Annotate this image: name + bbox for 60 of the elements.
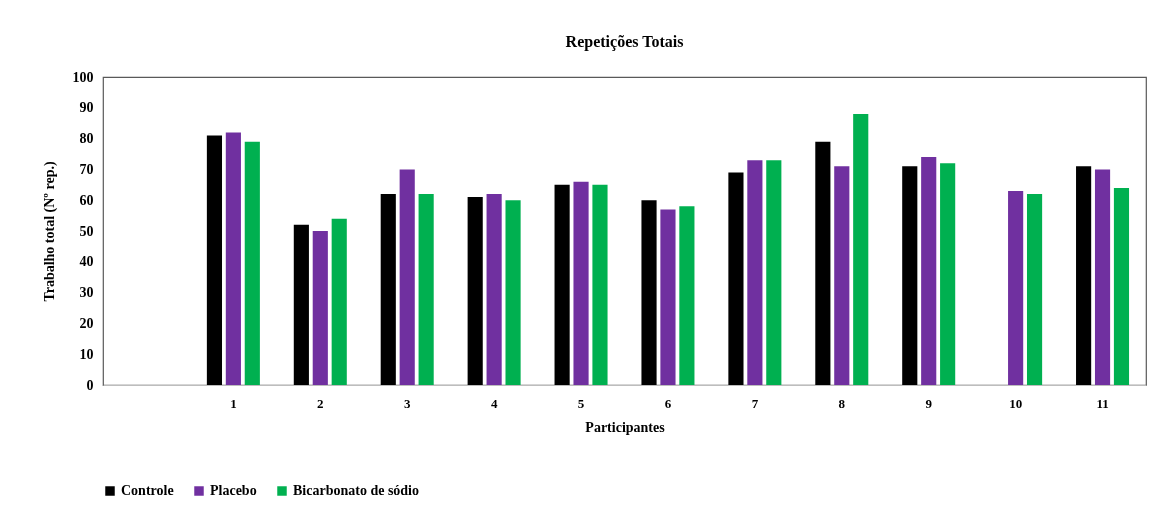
y-tick-label: 20 [79,315,94,331]
y-tick-label: 90 [79,100,94,116]
x-tick-label: 5 [577,395,585,411]
chart-title: Repetições Totais [565,33,684,51]
bar [380,194,396,385]
bar [592,184,608,385]
y-tick-label: 30 [79,285,94,301]
x-tick-label: 3 [403,395,411,411]
bar [660,209,676,385]
legend-label: Bicarbonato de sódio [293,483,420,498]
bar [921,157,937,385]
x-tick-label: 2 [317,395,324,411]
x-tick-label: 1 [230,395,237,411]
x-tick-label: 10 [1009,395,1023,411]
bar [1076,166,1092,385]
bar [815,141,831,385]
y-tick-label: 60 [79,192,94,208]
bar [573,181,589,385]
y-tick-label: 0 [86,377,94,393]
bar [641,200,657,385]
bar [505,200,521,385]
bar [940,163,956,385]
bar [902,166,918,385]
y-tick-label: 100 [72,69,94,85]
bar [418,194,434,385]
x-axis-title: Participantes [585,419,666,435]
bar [1094,169,1111,385]
bar [1008,190,1024,385]
y-tick-label: 50 [79,223,94,239]
bar [399,169,415,385]
bar [225,132,241,385]
x-tick-label: 11 [1096,395,1109,411]
bar [747,160,763,385]
bar [244,141,260,385]
y-tick-label: 40 [79,254,94,270]
legend-label: Placebo [210,483,257,498]
x-tick-label: 4 [490,395,498,411]
bar [853,113,869,385]
bar [486,194,502,385]
bar [1026,194,1043,385]
y-tick-label: 10 [79,346,94,362]
bar [1113,187,1130,385]
y-axis-title: Trabalho total (Nº rep.) [41,161,58,302]
bar [293,224,309,385]
bar [312,231,328,385]
bar [679,206,695,385]
y-tick-label: 70 [79,161,94,177]
bar [728,172,744,385]
bar [554,184,570,385]
x-tick-label: 9 [925,395,933,411]
legend-label: Controle [121,483,174,498]
x-tick-label: 6 [664,395,672,411]
x-tick-label: 7 [751,395,759,411]
bar [467,197,483,385]
bar [206,135,223,385]
bar [766,160,782,385]
bar [331,218,347,385]
x-tick-label: 8 [838,395,846,411]
bar [834,166,850,385]
y-tick-label: 80 [79,131,94,147]
